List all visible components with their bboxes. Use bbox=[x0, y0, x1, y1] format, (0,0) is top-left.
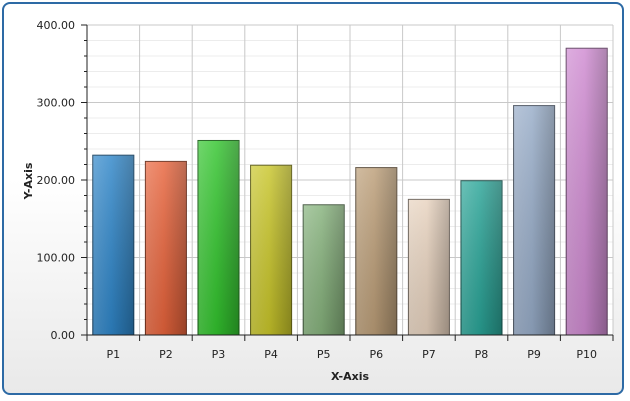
x-tick-label: P9 bbox=[527, 348, 541, 361]
bar-shine-P9 bbox=[513, 105, 555, 335]
x-tick-label: P10 bbox=[576, 348, 597, 361]
x-tick-label: P3 bbox=[212, 348, 226, 361]
x-axis-title: X-Axis bbox=[331, 370, 370, 383]
bar-shine-P6 bbox=[355, 167, 397, 335]
bar-shine-P2 bbox=[145, 161, 187, 335]
y-tick-labels: 0.00 100.00 200.00 300.00 400.00 bbox=[37, 19, 76, 342]
bar-shine-P7 bbox=[408, 199, 450, 335]
axes bbox=[81, 24, 614, 341]
x-tick-label: P8 bbox=[475, 348, 489, 361]
x-tick-labels: P1 P2 P3 P4 P5 P6 P7 P8 P9 P10 bbox=[106, 348, 597, 361]
x-tick-label: P1 bbox=[106, 348, 120, 361]
x-tick-label: P4 bbox=[264, 348, 278, 361]
y-tick-label: 200.00 bbox=[37, 174, 76, 187]
y-tick-label: 100.00 bbox=[37, 252, 76, 265]
x-tick-label: P2 bbox=[159, 348, 173, 361]
y-tick-label: 400.00 bbox=[37, 19, 76, 32]
bar-shine-P4 bbox=[250, 165, 292, 335]
bars-group bbox=[92, 47, 608, 336]
bar-shine-P3 bbox=[197, 140, 240, 335]
bar-shine-P5 bbox=[303, 204, 345, 335]
y-tick-label: 300.00 bbox=[37, 97, 76, 110]
x-tick-label: P5 bbox=[317, 348, 331, 361]
y-axis-title: Y-Axis bbox=[22, 162, 35, 200]
x-tick-label: P6 bbox=[369, 348, 383, 361]
bar-shine-P1 bbox=[92, 155, 134, 335]
bar-shine-P8 bbox=[460, 180, 503, 335]
y-tick-label: 0.00 bbox=[51, 329, 76, 342]
bar-shine-P10 bbox=[566, 48, 608, 335]
x-tick-label: P7 bbox=[422, 348, 436, 361]
